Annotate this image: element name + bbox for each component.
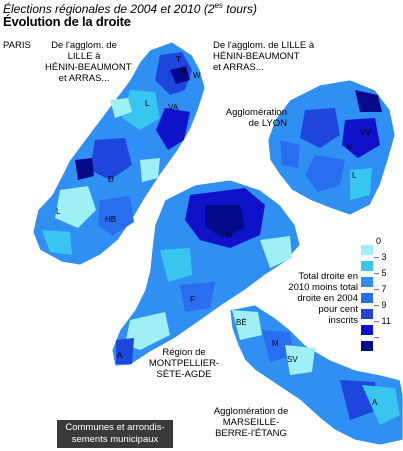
legend-tick-5: – 11 [374,316,391,326]
map-lyon: VV V L [267,79,396,216]
code-paris-va: VA [168,103,179,112]
legend-swatch [360,244,374,256]
code-paris-hb: HB [105,215,116,224]
code-marseille-m: M [272,339,279,348]
label-marseille: Agglomération de MARSEILLE- BERRE-l'ÉTANG [213,406,289,439]
legend-swatch [360,340,374,352]
code-paris-r: R [180,67,186,76]
code-paris-l1: L [145,99,150,108]
legend-swatch [360,324,374,336]
code-marseille-sv: SV [287,355,298,364]
code-paris-w: W [193,71,201,80]
code-montpellier-f: F [190,295,195,304]
label-lyon: Agglomération de LYON [225,107,287,129]
code-paris-d: D [108,175,114,184]
legend-tick-3: – 7 [374,284,387,294]
map-subtitle: Élections régionales de 2004 et 2010 (2e… [3,1,257,16]
code-paris-l2: L [56,207,61,216]
label-paris: PARIS [3,40,31,51]
label-lille-left: De l'agglom. de LILLE à HÉNIN-BEAUMONT et A… [45,40,132,84]
legend-swatch [360,292,374,304]
legend-tick-0: 0 [376,236,382,246]
legend-swatch [360,260,374,272]
code-montpellier-a: A [117,351,123,360]
legend-swatch [360,276,374,288]
legend-swatch [360,308,374,320]
code-marseille-be: BÉ [236,318,247,327]
legend-tick-4: – 9 [374,300,387,310]
code-lyon-vv: VV [360,128,371,137]
legend-tick-2: – 5 [374,268,387,278]
map-paris-lille: T R W L VA D HB L [32,41,206,266]
map-marseille: BÉ M SV A [229,304,403,446]
code-lyon-v: V [347,143,353,152]
note-box: Communes et arrondis-sements municipaux [57,420,173,448]
code-lyon-l: L [352,171,357,180]
legend-description: Total droite en 2010 moins total droite en… [288,271,358,326]
code-montpellier-m: M [226,231,233,240]
code-marseille-a: A [372,398,378,407]
legend-tick-6: – [374,332,380,342]
map-title: Évolution de la droite [3,14,131,29]
legend-tick-1: – 3 [374,252,387,262]
map-montpellier: M F A [111,179,301,367]
label-montpellier: Région de MONTPELLIER- SÈTE-AGDE [148,347,220,380]
code-paris-t: T [176,55,181,64]
label-lille-right: De l'agglom. de LILLE à HÉNIN-BEAUMONT et … [213,40,315,73]
